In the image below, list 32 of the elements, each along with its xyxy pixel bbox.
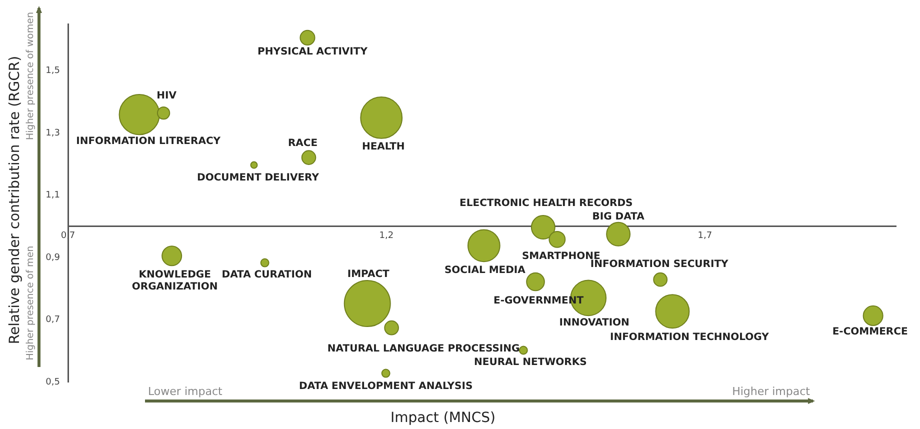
annotation: KNOWLEDGE ORGANIZATION (132, 270, 218, 293)
annotation: PHYSICAL ACTIVITY (258, 46, 368, 58)
annotation: ELECTRONIC HEALTH RECORDS (460, 198, 633, 209)
y-tick-label: 0,7 (46, 315, 60, 326)
annotation: SOCIAL MEDIA (444, 265, 526, 276)
y-tick-label: 0,5 (46, 377, 60, 388)
annotation: IMPACT (347, 269, 390, 280)
text: Higher presence of men (25, 246, 37, 360)
annotation: E-COMMERCE (832, 326, 908, 338)
x-tick-label: 1,2 (379, 231, 394, 242)
annotation: INFORMATION LITRERACY (76, 136, 222, 148)
y-tick-label: 0,9 (46, 252, 60, 263)
annotation: DATA ENVELOPMENT ANALYSIS (299, 380, 473, 392)
text: Higher impact (732, 385, 810, 398)
y-tick-label: 1,1 (46, 190, 60, 201)
y-tick-label: 1,3 (46, 128, 60, 138)
annotation: BIG DATA (592, 212, 645, 223)
annotation: NATURAL LANGUAGE PROCESSING (327, 343, 520, 354)
annotation: DOCUMENT DELIVERY (197, 172, 320, 184)
y-tick-label: 1,5 (46, 66, 60, 76)
annotation: HEALTH (362, 141, 405, 152)
annotation: INFORMATION TECHNOLOGY (610, 332, 770, 343)
text: Lower impact (148, 385, 222, 398)
annotation: DATA CURATION (222, 269, 312, 280)
x-tick-label: 1,7 (698, 231, 712, 242)
y-axis-title: Relative gender contribution rate (RGCR) (7, 56, 23, 344)
x-axis-title: Impact (MNCS) (390, 410, 496, 426)
annotation: HIV (156, 90, 177, 102)
text: Higher presence of women (25, 12, 37, 140)
annotation: INNOVATION (559, 318, 630, 329)
annotation: NEURAL NETWORKS (474, 356, 587, 368)
annotation: RACE (288, 138, 318, 150)
